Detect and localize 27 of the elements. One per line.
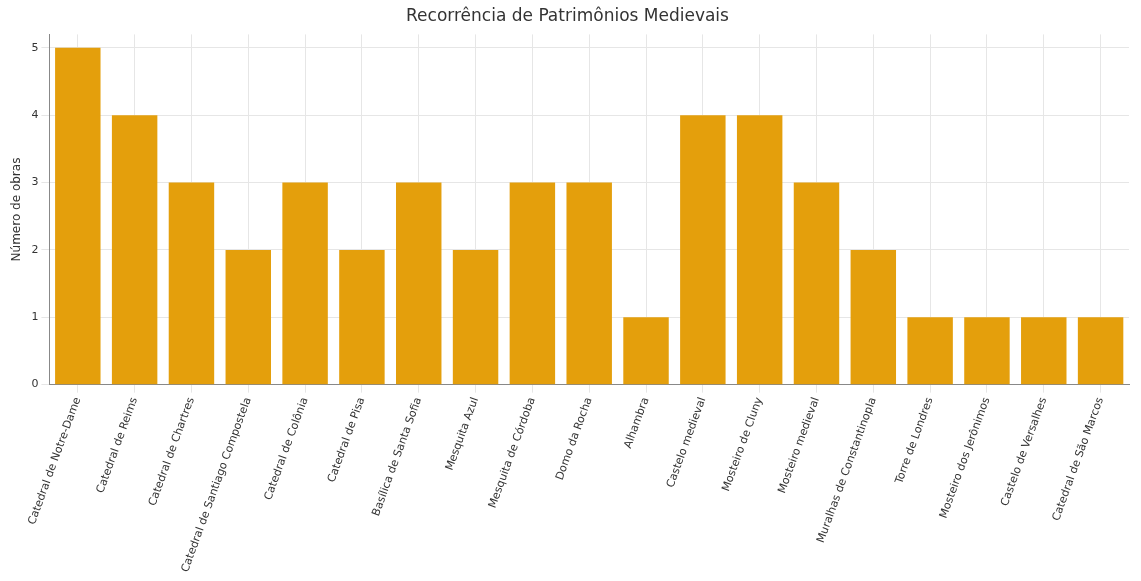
bar [225,249,271,385]
bar [907,317,953,385]
bar [111,115,158,385]
bar [964,317,1010,385]
bar [55,47,101,385]
bar [509,182,556,385]
bar [339,249,385,385]
bar [1021,317,1067,385]
bar [793,182,840,385]
bar [623,317,669,385]
y-tick-label: 5 [31,40,39,54]
bar [1077,317,1124,385]
y-tick-label: 3 [31,175,39,189]
bar [566,182,612,385]
bar [396,182,442,385]
y-tick-label: 2 [31,242,39,256]
bar [850,249,897,385]
chart-title: Recorrência de Patrimônios Medievais [406,4,730,25]
bar [736,115,783,385]
bar [282,182,328,385]
y-tick-label: 4 [31,108,39,122]
y-tick-label: 0 [31,377,39,391]
bar [680,115,726,385]
y-tick-label: 1 [31,310,39,324]
y-axis-title: Número de obras [9,157,24,262]
bar [168,182,215,385]
bar [452,249,499,385]
